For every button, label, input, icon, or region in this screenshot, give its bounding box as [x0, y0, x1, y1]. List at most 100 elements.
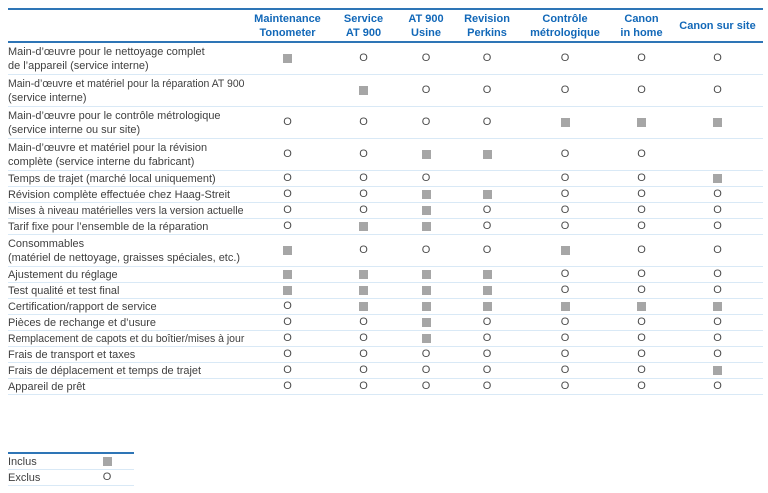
table-row: Remplacement de capots et du boîtier/mis… [8, 331, 763, 347]
included-square-icon [283, 270, 292, 279]
included-square-icon [421, 150, 431, 159]
column-header: Service AT 900 [343, 12, 384, 39]
cell-included [330, 283, 397, 298]
cell-excluded: O [637, 316, 646, 328]
table-row: Frais de déplacement et temps de trajet O… [8, 363, 763, 379]
cell-excluded: O [283, 300, 292, 312]
cell-excluded: O [482, 348, 492, 360]
cell-excluded: O [560, 348, 570, 360]
included-square-icon [421, 190, 431, 199]
cell-excluded: O [482, 116, 492, 128]
row-label: Ajustement du réglage [8, 268, 118, 281]
included-square-icon [713, 118, 722, 127]
cell-excluded: O [560, 148, 570, 160]
included-square-icon [359, 86, 368, 95]
cell-excluded: O [713, 52, 722, 64]
cell-included [611, 107, 672, 138]
row-label: Main-d’œuvre pour le nettoyage complet de… [8, 45, 205, 72]
cell-excluded: O [283, 380, 292, 392]
cell-included [330, 219, 397, 234]
cell-excluded: O [421, 116, 431, 128]
cell-excluded: O [283, 348, 292, 360]
included-square-icon [421, 270, 431, 279]
row-label: Test qualité et test final [8, 284, 120, 297]
cell-excluded: O [637, 268, 646, 280]
cell-included [455, 267, 519, 282]
cell-included [397, 299, 455, 314]
included-square-icon [359, 286, 368, 295]
cell-excluded: O [713, 348, 722, 360]
cell-excluded: O [283, 116, 292, 128]
table-row: Révision complète effectuée chez Haag-St… [8, 187, 763, 203]
cell-included [455, 283, 519, 298]
cell-included [455, 299, 519, 314]
table-body: Main-d’œuvre pour le nettoyage complet de… [8, 43, 763, 395]
cell-excluded: O [359, 116, 368, 128]
row-label: Remplacement de capots et du boîtier/mis… [8, 332, 245, 345]
cell-excluded: O [421, 84, 431, 96]
included-square-icon [421, 206, 431, 215]
cell-excluded: O [482, 364, 492, 376]
cell-excluded: O [102, 471, 112, 483]
included-square-icon [359, 270, 368, 279]
cell-excluded: O [637, 52, 646, 64]
cell-excluded: O [283, 364, 292, 376]
cell-excluded: O [359, 380, 368, 392]
table-row: Ajustement du réglage O O O [8, 267, 763, 283]
table-row: Temps de trajet (marché local uniquement… [8, 171, 763, 187]
column-header: Canon in home [620, 12, 663, 39]
cell-excluded: O [713, 316, 722, 328]
cell-included [397, 187, 455, 202]
table-row: Pièces de rechange et d’usure O O O O O O [8, 315, 763, 331]
cell-excluded: O [482, 52, 492, 64]
column-header: Contrôle métrologique [530, 12, 600, 39]
cell-excluded: O [637, 172, 646, 184]
column-header: Revision Perkins [464, 12, 510, 39]
cell-excluded: O [482, 316, 492, 328]
row-label: Frais de transport et taxes [8, 348, 136, 361]
cell-included [519, 107, 611, 138]
included-square-icon [637, 302, 646, 311]
cell-included [245, 43, 330, 74]
table-row: Appareil de prêt O O O O O O O [8, 379, 763, 395]
cell-excluded: O [713, 332, 722, 344]
cell-included [245, 283, 330, 298]
cell-excluded: O [482, 84, 492, 96]
included-square-icon [283, 54, 292, 63]
included-square-icon [560, 302, 570, 311]
cell-excluded: O [560, 84, 570, 96]
table-row: Tarif fixe pour l’ensemble de la réparat… [8, 219, 763, 235]
cell-excluded: O [359, 348, 368, 360]
legend-row: Exclus O [8, 470, 134, 486]
cell-excluded: O [359, 364, 368, 376]
column-header: Maintenance Tonometer [254, 12, 321, 39]
cell-empty [672, 139, 763, 170]
row-label: Certification/rapport de service [8, 300, 157, 313]
cell-excluded: O [713, 220, 722, 232]
cell-excluded: O [560, 188, 570, 200]
row-label: Frais de déplacement et temps de trajet [8, 364, 202, 377]
row-label: Révision complète effectuée chez Haag-St… [8, 188, 231, 201]
included-square-icon [713, 302, 722, 311]
cell-included [611, 299, 672, 314]
cell-excluded: O [560, 284, 570, 296]
cell-excluded: O [421, 380, 431, 392]
included-square-icon [359, 302, 368, 311]
cell-excluded: O [283, 172, 292, 184]
cell-excluded: O [560, 380, 570, 392]
cell-excluded: O [637, 332, 646, 344]
legend-row: Inclus [8, 454, 134, 470]
row-label: Temps de trajet (marché local uniquement… [8, 172, 216, 185]
row-label: Mises à niveau matérielles vers la versi… [8, 204, 244, 217]
cell-included [397, 315, 455, 330]
cell-excluded: O [560, 364, 570, 376]
legend: Inclus Exclus O [8, 452, 134, 486]
included-square-icon [421, 302, 431, 311]
cell-excluded: O [283, 332, 292, 344]
row-label: Tarif fixe pour l’ensemble de la réparat… [8, 220, 209, 233]
cell-excluded: O [283, 316, 292, 328]
cell-included [397, 139, 455, 170]
service-comparison-table: Maintenance Tonometer Service AT 900 AT 900 U… [8, 8, 763, 395]
cell-included [330, 267, 397, 282]
cell-excluded: O [713, 84, 722, 96]
